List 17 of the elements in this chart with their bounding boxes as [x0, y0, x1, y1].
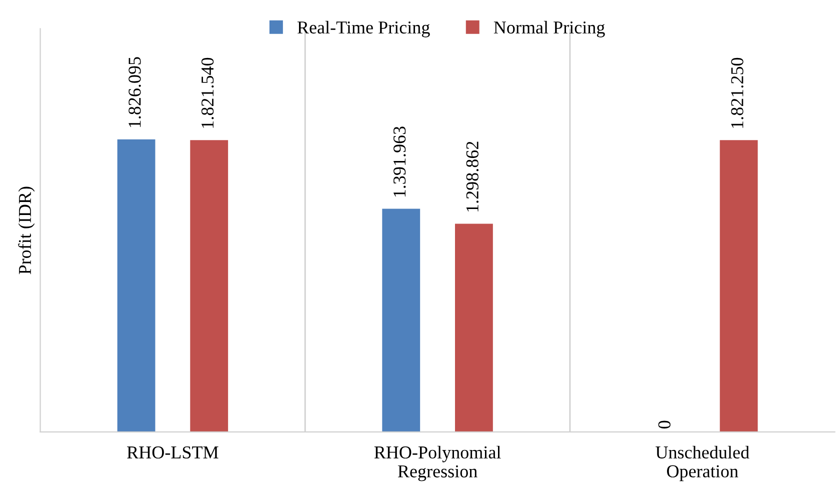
data-label: 1.298.862: [466, 142, 479, 212]
bar: [454, 224, 493, 432]
legend-label: Normal Pricing: [494, 20, 605, 38]
bar: [190, 140, 228, 432]
bar: [382, 208, 420, 432]
legend-label: Real-Time Pricing: [297, 20, 430, 38]
y-axis-title: Profit (IDR): [18, 186, 35, 274]
bar: [117, 139, 156, 432]
data-label: 1.826.095: [128, 57, 141, 128]
data-label: 0: [658, 420, 670, 428]
bar: [720, 140, 758, 432]
x-tick-label: RHO-LSTM: [127, 446, 218, 459]
x-tick-label: RHO-Polynomial Regression: [374, 446, 501, 482]
data-label: 1.391.963: [394, 126, 406, 197]
data-label: 1.821.540: [201, 58, 214, 128]
x-tick-label: Unscheduled Operation: [656, 446, 750, 482]
data-label: 1.821.250: [731, 58, 744, 128]
